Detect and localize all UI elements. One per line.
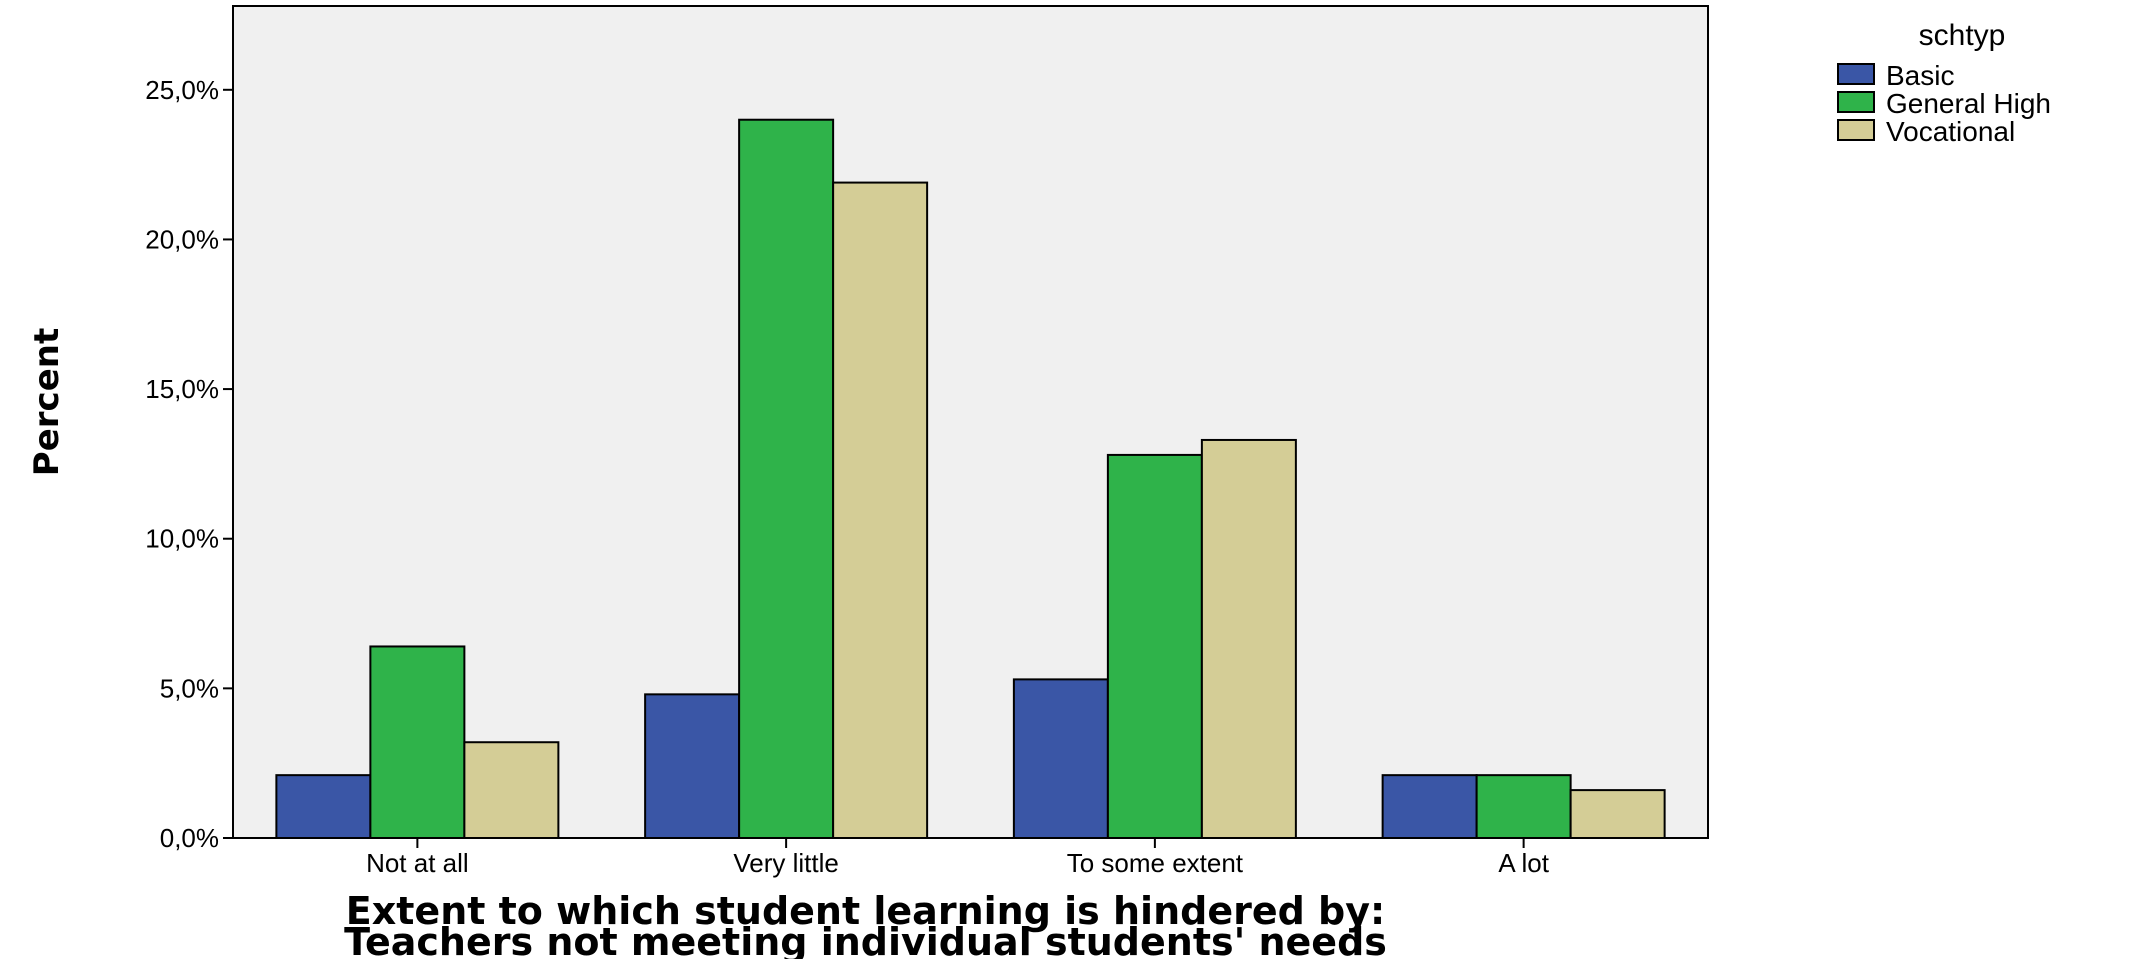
legend-swatch bbox=[1837, 91, 1875, 113]
y-tick-label: 5,0% bbox=[160, 673, 219, 703]
x-axis-label-line-2: Teachers not meeting individual students… bbox=[344, 920, 1387, 959]
plot-area bbox=[232, 5, 1709, 839]
legend-title: schtyp bbox=[1919, 19, 2006, 52]
bar-vocational bbox=[832, 181, 929, 839]
legend-swatch bbox=[1837, 63, 1875, 85]
y-ticks: 0,0% 5,0% 10,0% 15,0% 20,0% 25,0% bbox=[145, 75, 233, 853]
legend-label: General High bbox=[1886, 88, 2051, 119]
x-tick-label: A lot bbox=[1498, 848, 1549, 878]
bars-group bbox=[275, 118, 1666, 840]
bar-general-high bbox=[1475, 774, 1572, 839]
y-axis-label: Percent bbox=[27, 328, 67, 476]
bar-vocational bbox=[1200, 438, 1297, 839]
x-tick-label: Very little bbox=[733, 848, 839, 878]
bar-basic bbox=[1012, 678, 1109, 839]
x-tick-label: Not at all bbox=[366, 848, 469, 878]
bar-general-high bbox=[1106, 453, 1203, 839]
legend-label: Vocational bbox=[1886, 116, 2015, 147]
bar-basic bbox=[644, 693, 741, 840]
bar-vocational bbox=[1569, 789, 1666, 840]
bar-vocational bbox=[463, 741, 560, 840]
bar-basic bbox=[1381, 774, 1478, 839]
y-tick-label: 10,0% bbox=[145, 524, 219, 554]
x-ticks: Not at all Very little To some extent A lot bbox=[366, 838, 1550, 878]
bar-general-high bbox=[738, 118, 835, 839]
x-axis-label-line-1: Extent to which student learning is hind… bbox=[346, 889, 1385, 933]
y-tick-label: 0,0% bbox=[160, 823, 219, 853]
legend-label: Basic bbox=[1886, 60, 1954, 91]
legend-swatch bbox=[1837, 119, 1875, 141]
bar-general-high bbox=[369, 645, 466, 840]
y-tick-label: 15,0% bbox=[145, 374, 219, 404]
x-tick-label: To some extent bbox=[1067, 848, 1244, 878]
bar-basic bbox=[275, 774, 372, 839]
y-tick-label: 20,0% bbox=[145, 224, 219, 254]
y-tick-label: 25,0% bbox=[145, 75, 219, 105]
